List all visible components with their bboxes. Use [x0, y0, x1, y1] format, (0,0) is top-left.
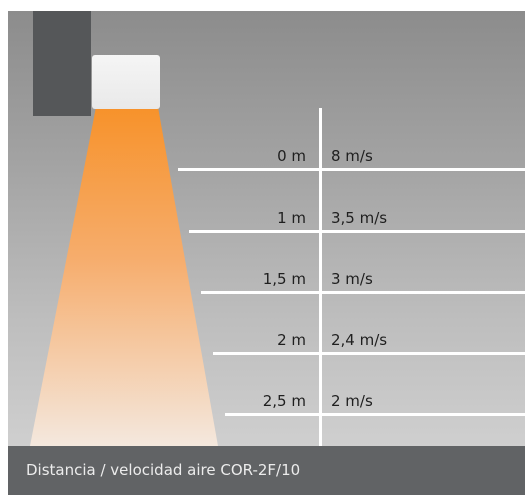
diagram-panel: 0 m 8 m/s 1 m 3,5 m/s 1,5 m 3 m/s 2 m 2,…	[8, 11, 525, 446]
level-line-4	[225, 413, 525, 416]
level-line-3	[213, 352, 525, 355]
distance-label: 2 m	[277, 331, 306, 349]
level-line-2	[201, 291, 525, 294]
velocity-label: 2,4 m/s	[331, 331, 388, 349]
level-line-0	[178, 168, 525, 171]
velocity-label: 2 m/s	[331, 392, 373, 410]
wall-block	[33, 11, 91, 116]
velocity-label: 8 m/s	[331, 147, 373, 165]
heater-unit	[92, 55, 160, 109]
caption-text: Distancia / velocidad aire COR-2F/10	[26, 461, 301, 479]
distance-label: 1 m	[277, 209, 306, 227]
distance-label: 0 m	[277, 147, 306, 165]
heat-beam-shape	[30, 107, 218, 446]
velocity-label: 3,5 m/s	[331, 209, 388, 227]
axis-vertical-line	[319, 108, 322, 446]
velocity-label: 3 m/s	[331, 270, 373, 288]
distance-label: 2,5 m	[262, 392, 306, 410]
level-line-1	[189, 230, 525, 233]
heat-beam	[30, 107, 218, 446]
distance-label: 1,5 m	[262, 270, 306, 288]
caption-bar: Distancia / velocidad aire COR-2F/10	[8, 446, 525, 495]
